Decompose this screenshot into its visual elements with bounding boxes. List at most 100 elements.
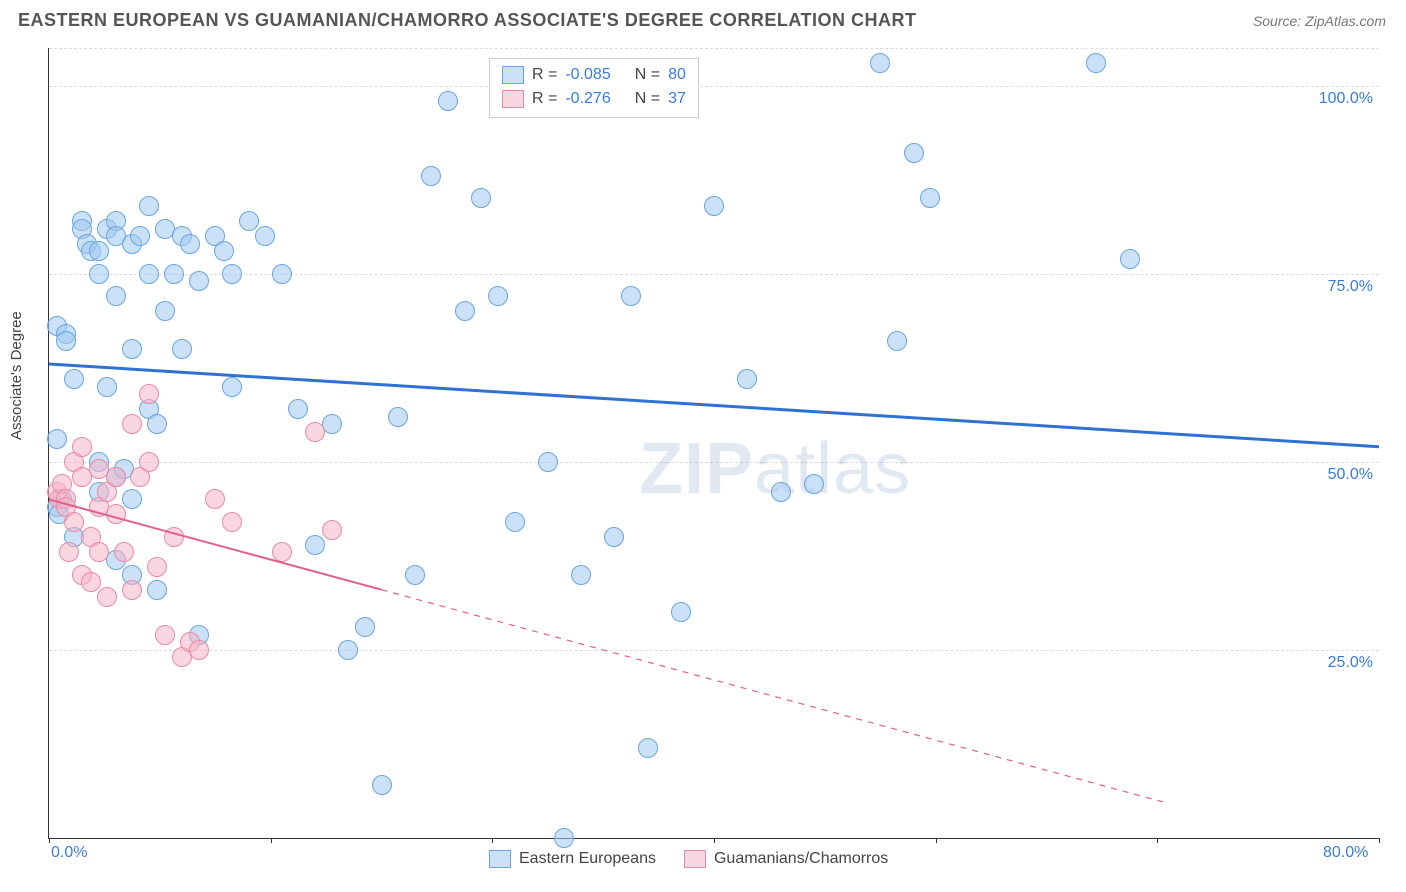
data-point xyxy=(214,241,234,261)
data-point xyxy=(455,301,475,321)
data-point xyxy=(56,331,76,351)
data-point xyxy=(621,286,641,306)
data-point xyxy=(338,640,358,660)
legend-item: Eastern Europeans xyxy=(489,850,656,868)
data-point xyxy=(239,211,259,231)
data-point xyxy=(139,384,159,404)
data-point xyxy=(106,504,126,524)
x-tick xyxy=(1379,838,1380,843)
chart-container: Associate's Degree 25.0% 50.0% 75.0% 100.0%… xyxy=(0,40,1406,892)
data-point xyxy=(89,542,109,562)
legend-item: Guamanians/Chamorros xyxy=(684,850,888,868)
data-point xyxy=(180,234,200,254)
legend-swatch xyxy=(489,850,511,868)
data-point xyxy=(122,489,142,509)
data-point xyxy=(887,331,907,351)
series-legend: Eastern Europeans Guamanians/Chamorros xyxy=(489,850,888,868)
source-label: Source: ZipAtlas.com xyxy=(1253,13,1386,29)
data-point xyxy=(272,264,292,284)
x-tick xyxy=(1157,838,1158,843)
data-point xyxy=(205,489,225,509)
data-point xyxy=(147,414,167,434)
data-point xyxy=(114,542,134,562)
data-point xyxy=(106,286,126,306)
y-axis-label: Associate's Degree xyxy=(8,311,25,440)
data-point xyxy=(59,542,79,562)
data-point xyxy=(288,399,308,419)
data-point xyxy=(222,377,242,397)
data-point xyxy=(255,226,275,246)
data-point xyxy=(122,580,142,600)
data-point xyxy=(920,188,940,208)
legend-label: Guamanians/Chamorros xyxy=(714,850,888,868)
data-point xyxy=(81,572,101,592)
data-point xyxy=(189,640,209,660)
x-tick xyxy=(714,838,715,843)
data-point xyxy=(488,286,508,306)
legend-swatch xyxy=(502,66,524,84)
data-point xyxy=(538,452,558,472)
data-point xyxy=(189,271,209,291)
data-point xyxy=(1086,53,1106,73)
legend-swatch xyxy=(684,850,706,868)
data-point xyxy=(305,535,325,555)
data-point xyxy=(438,91,458,111)
y-tick-label: 100.0% xyxy=(1319,90,1373,108)
data-point xyxy=(139,264,159,284)
data-point xyxy=(172,339,192,359)
x-tick xyxy=(936,838,937,843)
data-point xyxy=(372,775,392,795)
legend-label: Eastern Europeans xyxy=(519,850,656,868)
data-point xyxy=(554,828,574,848)
data-point xyxy=(122,414,142,434)
gridline xyxy=(49,650,1379,651)
data-point xyxy=(122,339,142,359)
data-point xyxy=(164,527,184,547)
data-point xyxy=(147,580,167,600)
gridline xyxy=(49,274,1379,275)
x-tick xyxy=(492,838,493,843)
gridline xyxy=(49,48,1379,49)
data-point xyxy=(471,188,491,208)
data-point xyxy=(638,738,658,758)
data-point xyxy=(870,53,890,73)
data-point xyxy=(671,602,691,622)
data-point xyxy=(771,482,791,502)
data-point xyxy=(64,512,84,532)
y-tick-label: 25.0% xyxy=(1328,654,1373,672)
data-point xyxy=(47,429,67,449)
data-point xyxy=(505,512,525,532)
data-point xyxy=(97,377,117,397)
data-point xyxy=(222,264,242,284)
data-point xyxy=(97,587,117,607)
data-point xyxy=(164,264,184,284)
x-tick-label: 0.0% xyxy=(51,844,87,862)
x-tick xyxy=(271,838,272,843)
data-point xyxy=(405,565,425,585)
x-tick xyxy=(49,838,50,843)
data-point xyxy=(155,301,175,321)
data-point xyxy=(355,617,375,637)
data-point xyxy=(421,166,441,186)
data-point xyxy=(139,196,159,216)
data-point xyxy=(904,143,924,163)
data-point xyxy=(704,196,724,216)
y-tick-label: 50.0% xyxy=(1328,466,1373,484)
data-point xyxy=(89,264,109,284)
trend-lines xyxy=(49,48,1379,838)
data-point xyxy=(89,241,109,261)
plot-area: 25.0%50.0%75.0%100.0%0.0%80.0%ZIPatlasR … xyxy=(48,48,1379,839)
x-tick-label: 80.0% xyxy=(1323,844,1368,862)
data-point xyxy=(604,527,624,547)
gridline xyxy=(49,462,1379,463)
y-tick-label: 75.0% xyxy=(1328,278,1373,296)
data-point xyxy=(1120,249,1140,269)
data-point xyxy=(272,542,292,562)
data-point xyxy=(147,557,167,577)
data-point xyxy=(130,226,150,246)
data-point xyxy=(804,474,824,494)
data-point xyxy=(106,467,126,487)
data-point xyxy=(139,452,159,472)
data-point xyxy=(72,437,92,457)
data-point xyxy=(322,520,342,540)
